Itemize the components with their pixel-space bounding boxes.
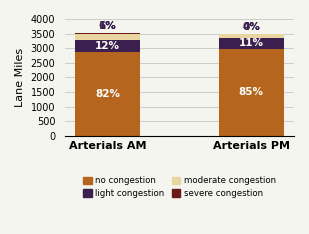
Text: 4%: 4%: [242, 22, 260, 32]
Bar: [75, 52, 140, 136]
Legend: no congestion, light congestion, moderate congestion, severe congestion: no congestion, light congestion, moderat…: [80, 173, 279, 201]
Text: 11%: 11%: [239, 38, 264, 48]
Text: 82%: 82%: [95, 89, 120, 99]
Bar: [75, 33, 140, 34]
Bar: [219, 49, 284, 136]
Bar: [219, 38, 284, 49]
Text: 0%: 0%: [243, 22, 260, 32]
Bar: [219, 34, 284, 38]
Text: 85%: 85%: [239, 88, 264, 97]
Text: 1%: 1%: [99, 21, 116, 31]
Text: 6%: 6%: [99, 21, 116, 31]
Y-axis label: Lane Miles: Lane Miles: [15, 48, 25, 107]
Bar: [75, 34, 140, 40]
Bar: [75, 40, 140, 52]
Text: 12%: 12%: [95, 41, 120, 51]
